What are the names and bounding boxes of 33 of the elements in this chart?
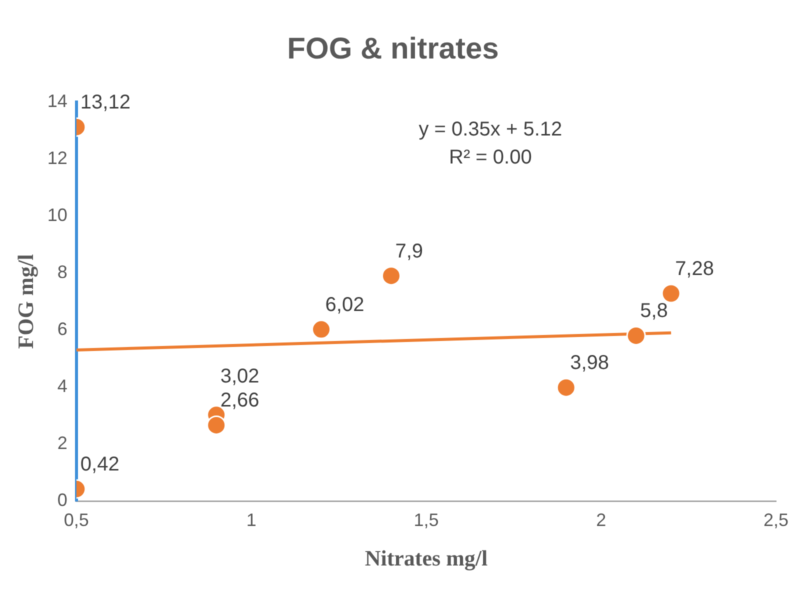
annotation: R² = 0.00 bbox=[449, 146, 532, 169]
point bbox=[626, 326, 646, 346]
y-tick-label: 6 bbox=[57, 318, 68, 339]
y-tick-label: 12 bbox=[47, 148, 68, 168]
point bbox=[381, 266, 401, 286]
y-tick-label: 4 bbox=[57, 376, 68, 396]
x-tick-label: 1 bbox=[246, 510, 256, 530]
y-tick-label: 0 bbox=[57, 490, 68, 510]
data-label: 3,98 bbox=[570, 352, 610, 374]
data-label: 6,02 bbox=[325, 294, 364, 316]
point bbox=[556, 378, 576, 398]
data-label: 7,28 bbox=[675, 258, 714, 280]
chart-title: FOG & nitrates bbox=[287, 32, 499, 66]
x-tick-label: 1,5 bbox=[414, 510, 439, 530]
point bbox=[661, 284, 681, 304]
y-tick-label: 2 bbox=[57, 432, 68, 453]
data-label: 2,66 bbox=[220, 390, 260, 412]
data-label: 0,42 bbox=[80, 454, 120, 476]
data-label: 7,9 bbox=[395, 240, 424, 262]
data-label: 13,12 bbox=[80, 92, 130, 114]
point bbox=[312, 320, 332, 340]
y-axis-title: FOG mg/l bbox=[12, 254, 38, 349]
y-tick-label: 10 bbox=[47, 204, 68, 225]
x-axis-title: Nitrates mg/l bbox=[364, 545, 488, 570]
x-tick-label: 2 bbox=[596, 510, 606, 530]
data-label: 3,02 bbox=[220, 366, 260, 388]
point bbox=[206, 415, 226, 435]
x-tick-label: 0,5 bbox=[64, 510, 89, 530]
y-tick-label: 14 bbox=[47, 90, 68, 111]
x-tick-label: 2,5 bbox=[763, 510, 789, 530]
data-label: 5,8 bbox=[640, 300, 668, 322]
y-tick-label: 8 bbox=[57, 262, 68, 282]
annotation: y = 0.35x + 5.12 bbox=[418, 118, 562, 141]
